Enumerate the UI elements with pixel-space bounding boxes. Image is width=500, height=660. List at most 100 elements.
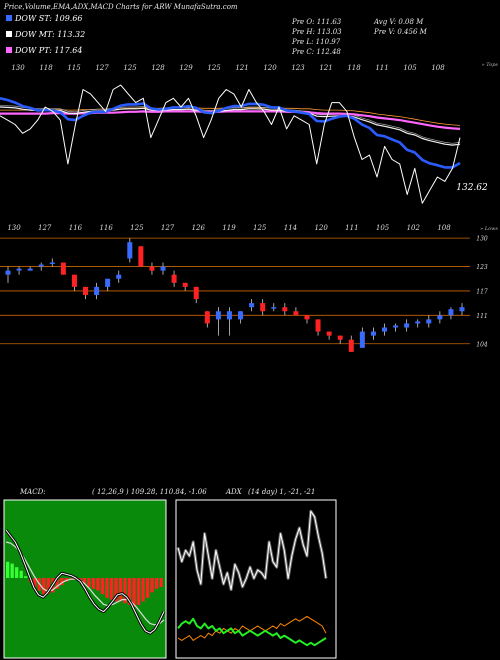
price-bottom-label: 116 — [69, 224, 83, 232]
last-value-label: 132.62 — [456, 183, 488, 193]
candle-tick-label: 117 — [476, 288, 488, 295]
macd-histogram-bar — [15, 567, 19, 578]
ohlc-low: Pre L: 110.97 — [292, 38, 341, 46]
price-top-label: 105 — [403, 64, 417, 72]
macd-histogram-bar — [24, 576, 28, 578]
candle-body — [370, 331, 376, 336]
macd-histogram-bar — [154, 578, 159, 589]
price-top-label: 111 — [375, 64, 388, 72]
candle-body — [116, 274, 122, 279]
price-bottom-label: 111 — [345, 224, 358, 232]
macd-histogram-bar — [87, 578, 91, 587]
candle-body — [415, 321, 421, 324]
price-top-label: 129 — [179, 64, 193, 72]
price-bottom-label: 102 — [407, 224, 421, 232]
price-top-label: 125 — [207, 64, 221, 72]
candle-body — [83, 286, 89, 295]
candle-body — [27, 268, 33, 271]
adx-title: ADX — [226, 488, 242, 496]
candle-body — [38, 264, 44, 267]
price-bottom-label: 105 — [376, 224, 390, 232]
candle-body — [182, 282, 188, 287]
candle-body — [260, 303, 266, 312]
legend-label-mt: DOW MT: 113.32 — [15, 30, 86, 39]
candle-body — [160, 266, 166, 271]
macd-histogram-bar — [55, 578, 59, 589]
candle-body — [16, 268, 22, 271]
price-corner-label: » Tops — [482, 62, 499, 68]
price-top-label: 123 — [291, 64, 305, 72]
candle-tick-label: 104 — [476, 341, 488, 348]
legend-swatch-st — [6, 15, 12, 21]
candlestick-panel: » Lows 130 123 117 111 104 — [0, 226, 498, 352]
price-bottom-label: 126 — [192, 224, 206, 232]
legend-swatch-mt — [6, 31, 12, 37]
candle-body — [215, 311, 221, 320]
candle-body — [271, 307, 277, 309]
macd-histogram-bar — [136, 578, 141, 605]
candle-tick-label: 130 — [476, 236, 488, 243]
macd-histogram-bar — [96, 578, 100, 591]
price-bottom-label: 108 — [437, 224, 451, 232]
price-top-label: 121 — [319, 64, 332, 72]
candle-body — [459, 307, 465, 312]
macd-histogram-bar — [19, 570, 23, 578]
candle-body — [249, 303, 255, 308]
price-bottom-label: 125 — [253, 224, 267, 232]
macd-histogram-bar — [127, 578, 132, 605]
macd-histogram-bar — [132, 578, 136, 607]
price-top-label: 120 — [263, 64, 277, 72]
legend-dow-mt: DOW MT: 113.32 — [6, 30, 85, 39]
price-bottom-label: 119 — [222, 224, 236, 232]
macd-histogram-bar — [33, 578, 37, 587]
ohlc-open: Pre O: 111.63 — [292, 18, 342, 26]
price-bottom-label: 125 — [130, 224, 144, 232]
ohlc-avg-volume: Avg V: 0.08 M — [374, 18, 424, 26]
candle-body — [226, 311, 232, 320]
adx-minus-di-line — [177, 615, 327, 641]
candle-body — [315, 319, 321, 332]
ema-mid-line — [0, 106, 461, 146]
price-top-label: 130 — [11, 64, 25, 72]
price-top-label: 118 — [39, 64, 53, 72]
legend-label-st: DOW ST: 109.66 — [15, 14, 83, 23]
candle-body — [448, 309, 454, 316]
candle-body — [105, 278, 111, 287]
adx-plus-di-line — [177, 617, 327, 647]
candle-body — [348, 339, 354, 352]
price-bottom-label: 127 — [38, 224, 52, 232]
candle-body — [193, 286, 199, 300]
candle-body — [138, 246, 144, 267]
candle-body — [49, 262, 55, 264]
candle-body — [337, 335, 343, 340]
adx-line — [177, 510, 327, 591]
price-bottom-label: 120 — [314, 224, 328, 232]
macd-histogram-bar — [123, 578, 127, 604]
price-top-label: 121 — [235, 64, 248, 72]
macd-histogram-bar — [141, 578, 145, 602]
candle-body — [94, 286, 100, 295]
candle-body — [238, 311, 244, 320]
candle-body — [149, 266, 155, 271]
candle-body — [404, 323, 410, 328]
price-top-label: 115 — [67, 64, 81, 72]
candle-body — [171, 274, 177, 283]
price-top-label: 128 — [151, 64, 165, 72]
price-bottom-label: 114 — [284, 224, 297, 232]
candle-body — [304, 315, 310, 320]
macd-histogram-bar — [100, 578, 105, 595]
macd-histogram-bar — [118, 578, 123, 602]
macd-histogram-bar — [6, 561, 10, 578]
macd-histogram-bar — [42, 578, 46, 595]
legend-dow-st: DOW ST: 109.66 — [6, 14, 83, 23]
candle-body — [5, 270, 11, 275]
price-top-label: 125 — [123, 64, 137, 72]
macd-histogram-bar — [46, 578, 50, 595]
candle-body — [282, 307, 288, 312]
candle-body — [393, 325, 399, 328]
macd-histogram-bar — [105, 578, 109, 598]
candle-body — [60, 262, 66, 275]
macd-histogram-bar — [60, 578, 64, 586]
macd-params: ( 12,26,9 ) 109.28, 110.84, -1.06 — [92, 488, 207, 496]
